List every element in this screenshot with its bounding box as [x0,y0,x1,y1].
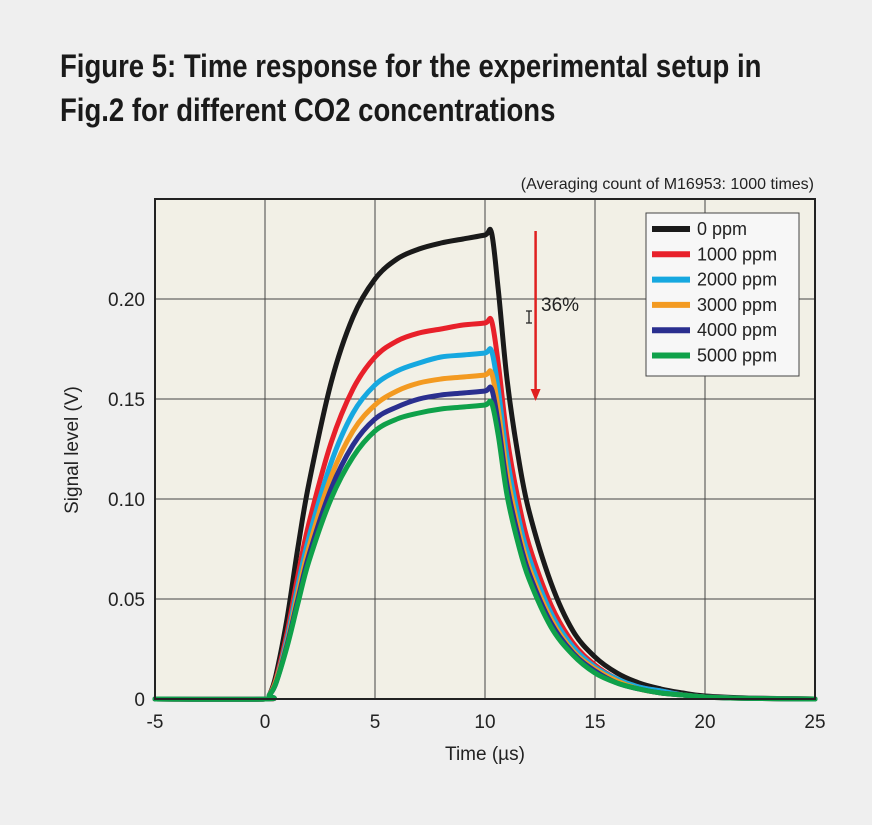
legend-label: 1000 ppm [697,244,777,264]
legend-label: 5000 ppm [697,346,777,366]
legend-box [645,212,800,377]
plot-frame [154,198,816,700]
x-tick-label: -5 [147,712,164,733]
annotation-arrow-head [530,389,541,401]
legend-label: 3000 ppm [697,295,777,315]
x-tick-label: 5 [370,712,381,733]
figure-title: Figure 5: Time response for the experime… [60,44,762,132]
series-lines [152,226,818,702]
annotation: 36% [526,231,579,401]
x-tick-label: 0 [260,712,271,733]
chart-note: (Averaging count of M16953: 1000 times) [521,176,814,193]
y-tick-label: 0.20 [108,290,145,311]
x-tick-label: 25 [804,712,825,733]
legend-label: 4000 ppm [697,320,777,340]
legend-label: 0 ppm [697,219,747,239]
y-tick-label: 0.05 [108,590,145,611]
x-tick-label: 15 [584,712,605,733]
y-tick-label: 0.15 [108,390,145,411]
x-tick-label: 10 [474,712,495,733]
y-axis-label: Signal level (V) [62,386,83,514]
series-line-5000-ppm [152,398,818,702]
y-tick-label: 0 [134,690,145,711]
y-tick-label: 0.10 [108,490,145,511]
x-tick-label: 20 [694,712,715,733]
annotation-bracket [526,310,532,324]
legend-label: 2000 ppm [697,270,777,290]
x-axis-label: Time (µs) [445,744,525,765]
figure-title-line-1: Figure 5: Time response for the experime… [60,48,762,84]
legend: 0 ppm 1000 ppm 2000 ppm 3000 ppm 4000 ppm 500… [645,212,800,377]
series-line-0-ppm [152,226,818,702]
figure-title-line-2: Fig.2 for different CO2 concentrations [60,92,556,128]
annotation-label: 36% [541,295,579,316]
